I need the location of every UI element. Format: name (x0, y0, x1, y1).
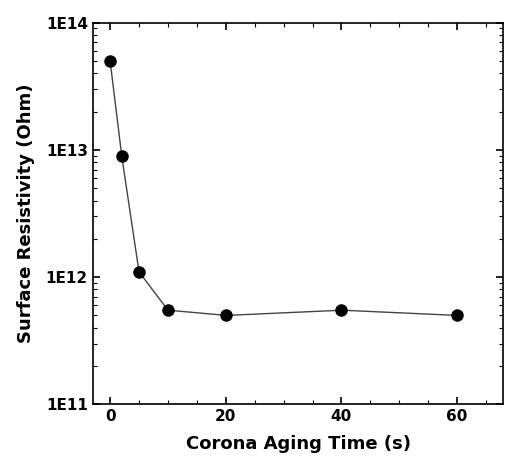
Y-axis label: Surface Resistivity (Ohm): Surface Resistivity (Ohm) (17, 84, 35, 343)
X-axis label: Corona Aging Time (s): Corona Aging Time (s) (186, 435, 411, 454)
